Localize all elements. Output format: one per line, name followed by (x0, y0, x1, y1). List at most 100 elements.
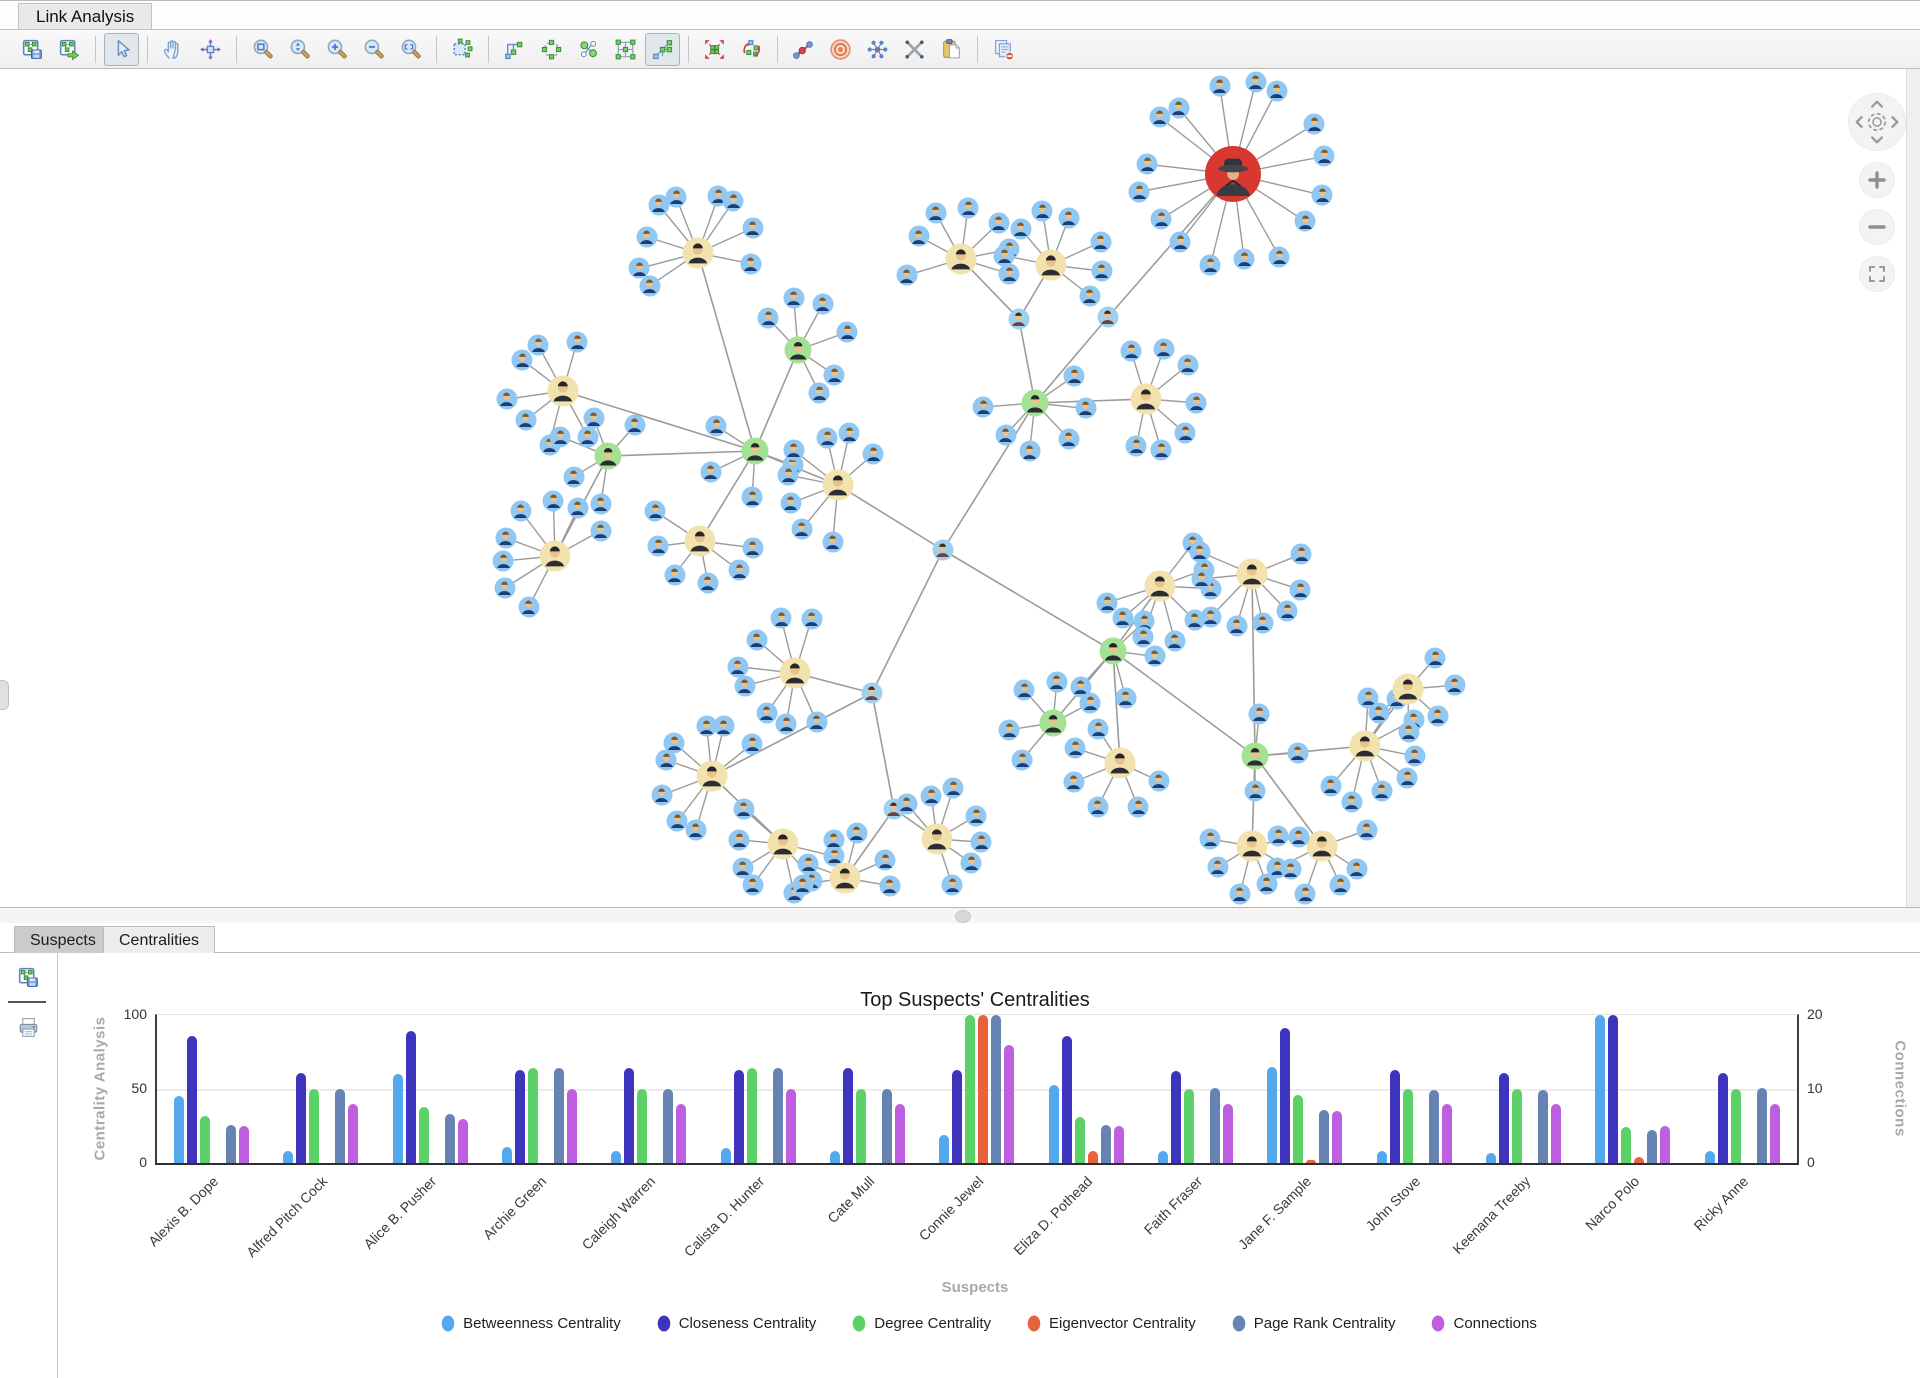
person-leaf-node[interactable] (746, 629, 767, 650)
person-leaf-node[interactable] (528, 335, 549, 356)
person-leaf-node[interactable] (1151, 439, 1172, 460)
person-leaf-node[interactable] (1266, 80, 1287, 101)
person-leaf-node[interactable] (496, 389, 517, 410)
person-leaf-node[interactable] (1291, 544, 1312, 565)
person-leaf-node[interactable] (1090, 232, 1111, 253)
person-leaf-node[interactable] (817, 428, 838, 449)
person-leaf-node[interactable] (792, 874, 813, 895)
person-leaf-node[interactable] (729, 829, 750, 850)
person-leaf-node[interactable] (700, 462, 721, 483)
person-leaf-node[interactable] (1064, 366, 1085, 387)
suspect-hub-node[interactable] (1105, 748, 1136, 779)
suspect-hub-node[interactable] (946, 244, 977, 275)
person-leaf-node[interactable] (756, 702, 777, 723)
suspect-hub-node[interactable] (1393, 674, 1424, 705)
person-leaf-node[interactable] (515, 410, 536, 431)
person-leaf-node[interactable] (1144, 646, 1165, 667)
person-leaf-node[interactable] (822, 532, 843, 553)
person-leaf-node[interactable] (994, 245, 1015, 266)
person-leaf-node[interactable] (958, 197, 979, 218)
person-leaf-node[interactable] (1209, 76, 1230, 97)
suspect-hub-node[interactable] (1145, 571, 1176, 602)
person-leaf-node[interactable] (1398, 721, 1419, 742)
person-leaf-node[interactable] (1046, 671, 1067, 692)
legend-item[interactable]: Degree Centrality (852, 1315, 991, 1332)
person-leaf-node[interactable] (1207, 857, 1228, 878)
person-leaf-node[interactable] (1229, 883, 1250, 904)
orthogonal-layout-button[interactable] (608, 33, 643, 66)
circular-layout-button[interactable] (534, 33, 569, 66)
zoom-out-control[interactable] (1859, 209, 1895, 245)
person-leaf-node[interactable] (713, 716, 734, 737)
person-leaf-node[interactable] (1014, 679, 1035, 700)
person-leaf-node[interactable] (1149, 107, 1170, 128)
fit-view-control[interactable] (1859, 256, 1895, 292)
connector-node[interactable] (1009, 309, 1030, 330)
associate-hub-node[interactable] (1022, 390, 1049, 417)
person-leaf-node[interactable] (510, 501, 531, 522)
person-leaf-node[interactable] (664, 564, 685, 585)
person-leaf-node[interactable] (823, 829, 844, 850)
suspect-hub-node[interactable] (1350, 731, 1381, 762)
person-leaf-node[interactable] (518, 596, 539, 617)
person-leaf-node[interactable] (1091, 261, 1112, 282)
panel-resize-grip-left[interactable] (0, 680, 9, 710)
associate-hub-node[interactable] (742, 438, 769, 465)
person-leaf-node[interactable] (1170, 231, 1191, 252)
person-leaf-node[interactable] (995, 424, 1016, 445)
person-leaf-node[interactable] (780, 493, 801, 514)
person-leaf-node[interactable] (651, 785, 672, 806)
expand-node-button[interactable] (860, 33, 895, 66)
legend-item[interactable]: Betweenness Centrality (441, 1315, 621, 1332)
person-leaf-node[interactable] (1192, 568, 1213, 589)
move-tool-button[interactable] (193, 33, 228, 66)
person-leaf-node[interactable] (999, 263, 1020, 284)
person-leaf-node[interactable] (1129, 181, 1150, 202)
suspect-hub-node[interactable] (1237, 559, 1268, 590)
suspect-hub-node[interactable] (540, 541, 571, 572)
person-leaf-node[interactable] (543, 490, 564, 511)
person-leaf-node[interactable] (1133, 626, 1154, 647)
person-leaf-node[interactable] (734, 675, 755, 696)
person-leaf-node[interactable] (863, 444, 884, 465)
person-leaf-node[interactable] (1427, 706, 1448, 727)
splitter-grip[interactable] (955, 910, 971, 923)
person-leaf-node[interactable] (577, 426, 598, 447)
person-leaf-node[interactable] (1357, 820, 1378, 841)
legend-item[interactable]: Connections (1431, 1315, 1536, 1332)
person-leaf-node[interactable] (583, 408, 604, 429)
person-leaf-node[interactable] (961, 853, 982, 874)
person-leaf-node[interactable] (1371, 780, 1392, 801)
person-leaf-node[interactable] (1126, 435, 1147, 456)
person-leaf-node[interactable] (1245, 781, 1266, 802)
person-leaf-node[interactable] (1019, 441, 1040, 462)
person-leaf-node[interactable] (1330, 874, 1351, 895)
horizontal-splitter[interactable] (0, 907, 1920, 924)
person-leaf-node[interactable] (1444, 675, 1465, 696)
person-leaf-node[interactable] (925, 202, 946, 223)
person-leaf-node[interactable] (783, 287, 804, 308)
tree-layout-button[interactable] (645, 33, 680, 66)
associate-hub-node[interactable] (595, 443, 622, 470)
person-leaf-node[interactable] (988, 212, 1009, 233)
associate-hub-node[interactable] (1100, 638, 1127, 665)
person-leaf-node[interactable] (875, 850, 896, 871)
person-leaf-node[interactable] (733, 799, 754, 820)
person-leaf-node[interactable] (1320, 775, 1341, 796)
person-leaf-node[interactable] (1164, 631, 1185, 652)
person-leaf-node[interactable] (879, 875, 900, 896)
person-leaf-node[interactable] (1032, 200, 1053, 221)
person-leaf-node[interactable] (846, 823, 867, 844)
person-leaf-node[interactable] (1295, 884, 1316, 905)
person-leaf-node[interactable] (1058, 428, 1079, 449)
person-leaf-node[interactable] (1189, 541, 1210, 562)
person-leaf-node[interactable] (664, 732, 685, 753)
person-leaf-node[interactable] (1065, 738, 1086, 759)
person-leaf-node[interactable] (667, 811, 688, 832)
export-graph-image-button[interactable] (15, 33, 50, 66)
hierarchical-layout-button[interactable] (497, 33, 532, 66)
person-leaf-node[interactable] (1058, 207, 1079, 228)
person-leaf-node[interactable] (1277, 601, 1298, 622)
export-chart-button[interactable] (12, 961, 44, 993)
zoom-fit-height-button[interactable] (282, 33, 317, 66)
